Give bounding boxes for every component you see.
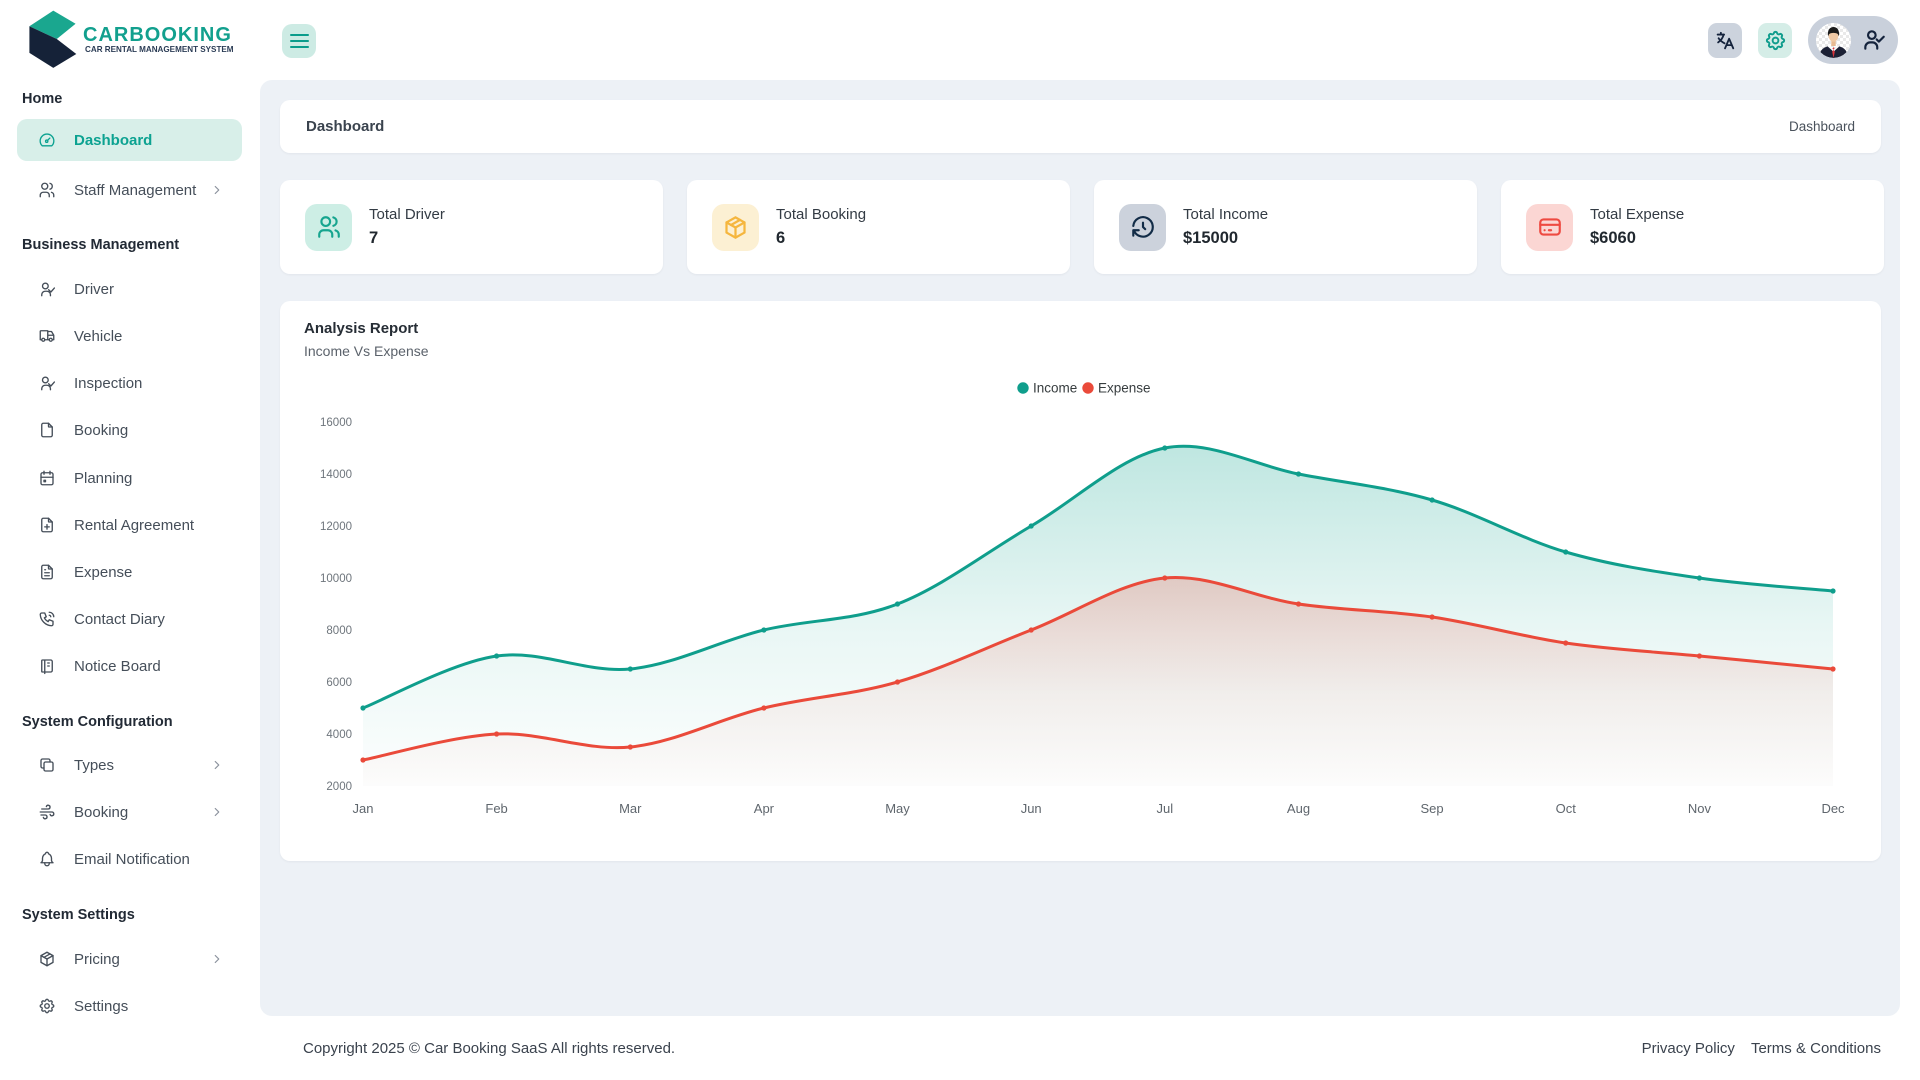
svg-text:CAR RENTAL MANAGEMENT SYSTEM: CAR RENTAL MANAGEMENT SYSTEM — [85, 45, 234, 54]
svg-text:Nov: Nov — [1688, 801, 1712, 816]
svg-text:Jul: Jul — [1156, 801, 1173, 816]
svg-text:10000: 10000 — [320, 573, 352, 585]
svg-text:Dec: Dec — [1821, 801, 1845, 816]
svg-text:Jun: Jun — [1021, 801, 1042, 816]
svg-text:2000: 2000 — [326, 781, 352, 793]
svg-text:4000: 4000 — [326, 729, 352, 741]
svg-text:Income: Income — [1033, 381, 1077, 396]
svg-text:Expense: Expense — [1098, 381, 1151, 396]
svg-text:Jan: Jan — [353, 801, 374, 816]
svg-text:Mar: Mar — [619, 801, 642, 816]
svg-text:Feb: Feb — [485, 801, 507, 816]
svg-text:6000: 6000 — [326, 677, 352, 689]
svg-text:CARBOOKING: CARBOOKING — [83, 24, 232, 46]
svg-text:Sep: Sep — [1421, 801, 1444, 816]
svg-text:8000: 8000 — [326, 625, 352, 637]
svg-text:Apr: Apr — [754, 801, 775, 816]
svg-text:14000: 14000 — [320, 469, 352, 481]
svg-text:16000: 16000 — [320, 417, 352, 429]
svg-text:May: May — [885, 801, 910, 816]
svg-text:Oct: Oct — [1556, 801, 1577, 816]
svg-text:Aug: Aug — [1287, 801, 1310, 816]
svg-text:12000: 12000 — [320, 521, 352, 533]
